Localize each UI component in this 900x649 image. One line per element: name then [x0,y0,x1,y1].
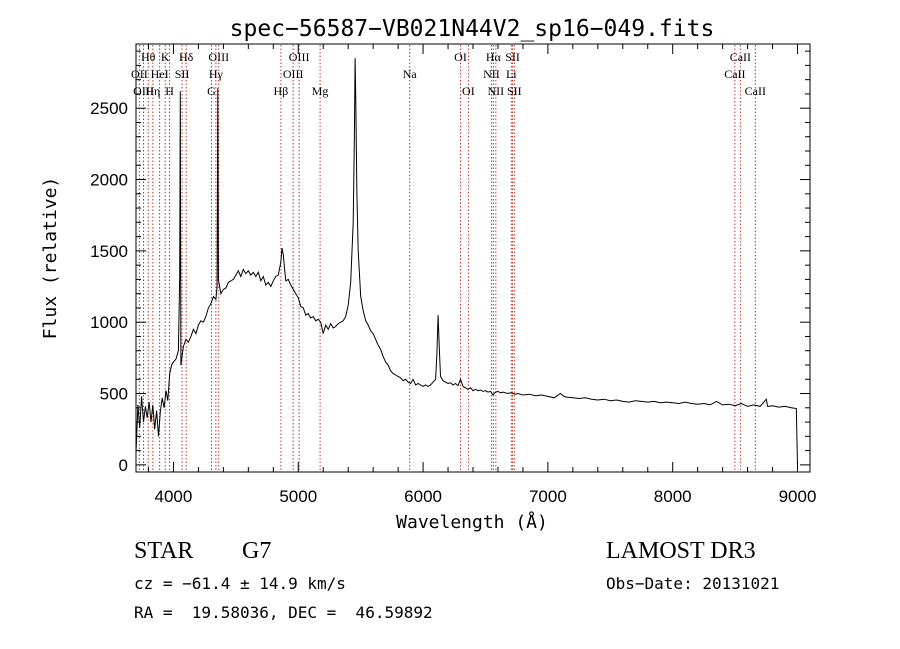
x-axis-label: Wavelength (Å) [396,511,548,533]
survey-name: LAMOST DR3 [606,538,756,564]
marker-label: G [207,84,216,98]
x-tick-label: 6000 [404,487,442,506]
object-class: STAR [134,538,194,564]
marker-label: H [165,84,174,98]
x-axis: 4000 5000 6000 7000 8000 9000 [147,44,817,506]
y-tick-label: 2500 [90,99,128,118]
chart-title: spec−56587−VB021N44V2_sp16−049.fits [230,16,715,42]
marker-label: OIII [133,84,154,98]
marker-label: NII [488,84,505,98]
x-tick-label: 4000 [155,487,193,506]
marker-label: Na [403,67,418,81]
x-tick-label: 5000 [279,487,317,506]
x-tick-label: 9000 [779,487,817,506]
y-tick-label: 1500 [90,242,128,261]
marker-label: Li [506,67,517,81]
coordinates-text: RA = 19.58036, DEC = 46.59892 [134,603,433,622]
marker-label: OIII [289,50,310,64]
obs-date: Obs−Date: 20131021 [606,574,780,593]
marker-label: HeI [151,67,169,81]
y-axis-label: Flux (relative) [40,177,61,340]
marker-label: CaII [724,67,745,81]
y-tick-label: 2000 [90,171,128,190]
marker-label: Hβ [274,84,289,98]
marker-label: OII [131,67,148,81]
marker-label: SII [175,67,190,81]
marker-label: SII [505,50,520,64]
marker-label: CaII [730,50,751,64]
y-tick-label: 1000 [90,313,128,332]
marker-label: Hγ [209,67,224,81]
marker-label: NII [483,67,500,81]
marker-label: K [161,50,170,64]
marker-label: Hδ [179,50,194,64]
y-tick-label: 500 [100,385,128,404]
marker-label: OI [462,84,475,98]
object-subclass: G7 [242,538,272,564]
redshift-text: cz = −61.4 ± 14.9 km/s [134,574,346,593]
marker-label: OIII [208,50,229,64]
y-tick-label: 0 [119,456,128,475]
marker-label: Mg [312,84,329,98]
marker-label: Hη [145,84,160,98]
marker-label: Hα [486,50,502,64]
plot-area [135,43,811,473]
y-axis: 0 500 1000 1500 2000 2500 [90,50,810,475]
marker-label: OI [454,50,467,64]
marker-label: SII [507,84,522,98]
marker-label: CaII [745,84,766,98]
x-tick-label: 7000 [529,487,567,506]
marker-label: OIII [283,67,304,81]
x-tick-label: 8000 [654,487,692,506]
spectrum-line [135,58,798,465]
line-markers [138,45,756,471]
marker-label: Hθ [141,50,156,64]
